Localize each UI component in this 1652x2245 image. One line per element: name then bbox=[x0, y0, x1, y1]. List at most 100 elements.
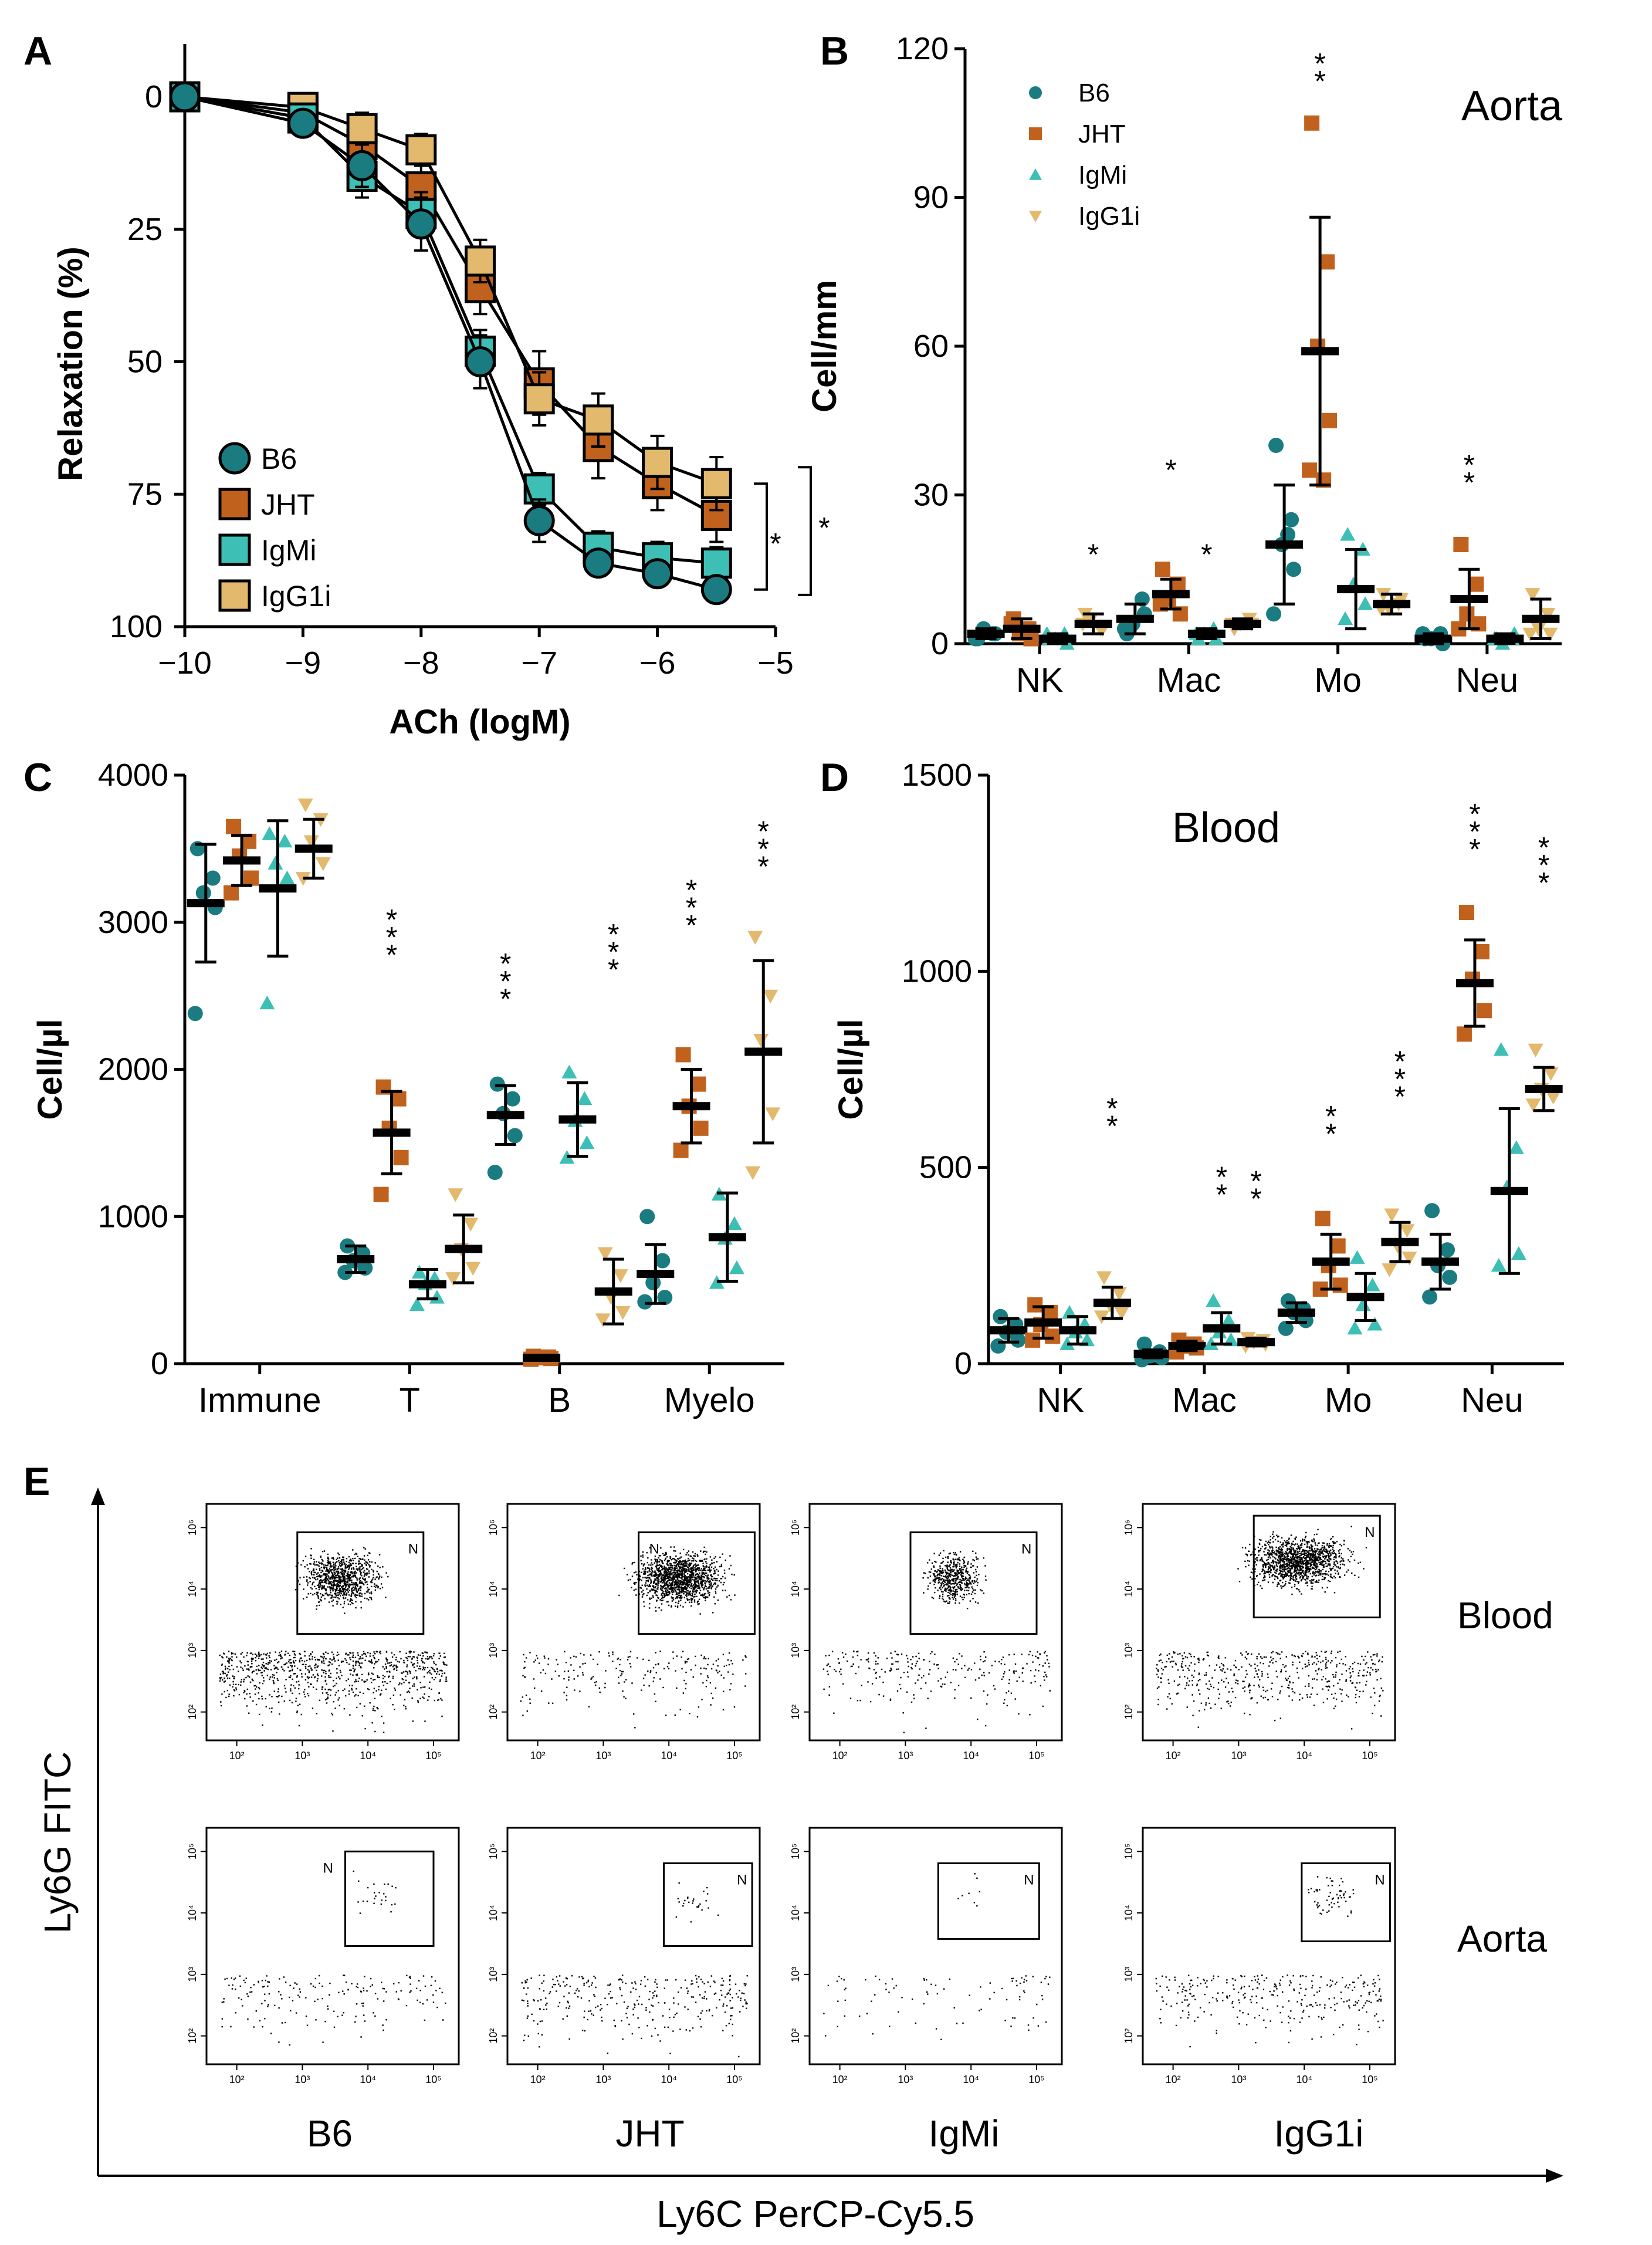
data-point-jht bbox=[226, 819, 242, 834]
data-point-b6 bbox=[187, 1006, 203, 1022]
mean-bar bbox=[1237, 1338, 1275, 1347]
facs-plot-blood-igmi: 10² 10² 10³ 10³ 10⁴ 10⁴ 10⁵ 10⁶ N bbox=[790, 1503, 1063, 1761]
y-axis-title: Cell/µl bbox=[832, 1019, 870, 1120]
mean-bar bbox=[1455, 979, 1494, 988]
facs-x-tick-label: 10² bbox=[530, 2074, 546, 2085]
significance-star: * bbox=[608, 918, 619, 951]
mean-bar bbox=[373, 1128, 411, 1137]
data-point-jht bbox=[1330, 1238, 1346, 1254]
significance-star: * bbox=[1394, 1063, 1406, 1096]
data-point-igg1i bbox=[523, 383, 555, 415]
data-point-jht bbox=[1468, 576, 1484, 592]
significance-star: * bbox=[686, 909, 697, 942]
data-point-igmi bbox=[1508, 1140, 1524, 1154]
y-tick-label: 0 bbox=[145, 79, 163, 114]
mean-bar bbox=[1038, 634, 1076, 643]
data-point-igg1i bbox=[642, 447, 673, 478]
data-point-igg1i bbox=[583, 404, 614, 436]
mean-bar bbox=[1490, 1186, 1528, 1195]
data-point-igmi bbox=[1367, 1317, 1383, 1331]
data-point-jht bbox=[224, 885, 239, 901]
facs-row-label-aorta: Aorta bbox=[1457, 1918, 1547, 1960]
facs-group-label-b6: B6 bbox=[307, 2112, 353, 2155]
chart-title: Blood bbox=[1172, 804, 1280, 851]
mean-bar bbox=[1024, 1318, 1062, 1327]
data-point-b6 bbox=[505, 1091, 520, 1107]
facs-plot-blood-igg1i: 10² 10² 10³ 10³ 10⁴ 10⁴ 10⁵ 10⁶ N bbox=[1123, 1503, 1396, 1761]
data-point-b6 bbox=[639, 1209, 655, 1225]
data-point-b6 bbox=[583, 547, 614, 579]
data-point-igg1i bbox=[1402, 1252, 1417, 1266]
data-point-jht bbox=[1302, 462, 1318, 478]
facs-y-tick-label: 10³ bbox=[1123, 1643, 1135, 1658]
panel-letter-c: C bbox=[23, 755, 52, 800]
legend-label-jht: JHT bbox=[261, 488, 315, 521]
panel-a-relaxation-chart: A 0 25 50 75 100−10 −9 −8 −7 −6 −5 ACh (logM) Relaxa… bbox=[23, 29, 830, 741]
y-axis-title: Relaxation (%) bbox=[52, 246, 90, 481]
category-label: Immune bbox=[198, 1381, 321, 1419]
y-axis-title: Cell/µl bbox=[31, 1019, 69, 1120]
data-point-igmi bbox=[1221, 1313, 1237, 1327]
data-point-jht bbox=[693, 1120, 709, 1136]
data-point-jht bbox=[1474, 944, 1489, 959]
data-point-igmi bbox=[1338, 611, 1353, 626]
facs-y-tick-label: 10⁴ bbox=[790, 1905, 801, 1921]
facs-gate-label: N bbox=[1375, 1872, 1384, 1888]
significance-star: * bbox=[1314, 47, 1325, 80]
mean-bar bbox=[1203, 1324, 1241, 1333]
facs-y-tick-label: 10⁵ bbox=[790, 1844, 801, 1859]
facs-y-tick-label: 10² bbox=[1123, 2028, 1135, 2044]
category-label: Mo bbox=[1314, 661, 1362, 699]
y-tick-label: 1000 bbox=[902, 954, 972, 989]
facs-x-tick-label: 10⁵ bbox=[726, 2074, 742, 2085]
data-point-igg1i bbox=[1525, 588, 1541, 602]
data-point-jht bbox=[1155, 562, 1170, 577]
mean-bar bbox=[1277, 1309, 1315, 1317]
y-tick-label: 75 bbox=[127, 476, 163, 512]
legend-marker-igmi bbox=[218, 533, 251, 566]
significance-star: * bbox=[1325, 1117, 1336, 1150]
y-tick-label: 90 bbox=[913, 180, 949, 215]
facs-x-tick-label: 10³ bbox=[898, 2074, 913, 2085]
data-point-igmi bbox=[1493, 1042, 1509, 1056]
legend-marker-b6 bbox=[218, 442, 251, 475]
data-point-b6 bbox=[487, 1165, 503, 1181]
mean-bar bbox=[1074, 620, 1112, 628]
facs-y-tick-label: 10² bbox=[790, 1705, 801, 1720]
category-label: B bbox=[548, 1381, 571, 1419]
data-point-jht bbox=[1025, 1332, 1041, 1348]
x-tick-label: −9 bbox=[285, 645, 321, 681]
mean-bar bbox=[744, 1047, 783, 1056]
facs-gate-label: N bbox=[1365, 1524, 1375, 1540]
facs-x-tick-label: 10⁴ bbox=[360, 1750, 376, 1761]
facs-x-tick-label: 10⁵ bbox=[726, 1750, 742, 1761]
data-point-igmi bbox=[726, 1216, 742, 1230]
significance-star: * bbox=[386, 903, 397, 936]
data-point-b6 bbox=[465, 346, 496, 377]
significance-star: * bbox=[686, 891, 697, 924]
facs-x-tick-label: 10⁵ bbox=[1028, 2074, 1044, 2085]
data-point-b6 bbox=[507, 1128, 523, 1144]
facs-gate bbox=[638, 1531, 756, 1635]
data-point-b6 bbox=[1278, 1320, 1294, 1336]
panel-letter-d: D bbox=[820, 755, 849, 800]
mean-bar bbox=[708, 1233, 746, 1242]
y-tick-label: 30 bbox=[913, 478, 949, 513]
data-point-b6 bbox=[405, 208, 437, 240]
facs-x-tick-label: 10⁴ bbox=[963, 2074, 979, 2085]
data-point-jht bbox=[1045, 1328, 1061, 1344]
facs-y-tick-label: 10⁵ bbox=[187, 1844, 198, 1859]
facs-plot-blood-jht: 10² 10² 10³ 10³ 10⁴ 10⁴ 10⁵ 10⁶ N bbox=[488, 1503, 761, 1761]
category-label: T bbox=[400, 1381, 420, 1419]
facs-x-tick-label: 10³ bbox=[294, 1750, 310, 1761]
mean-bar bbox=[1525, 1084, 1563, 1093]
y-tick-label: 60 bbox=[913, 329, 949, 364]
data-point-igg1i bbox=[405, 134, 437, 165]
data-point-igg1i bbox=[315, 857, 331, 871]
mean-bar bbox=[967, 630, 1005, 638]
significance-bracket bbox=[754, 482, 768, 591]
facs-x-tick-label: 10⁴ bbox=[1296, 2074, 1312, 2085]
facs-gate-label: N bbox=[1024, 1872, 1034, 1888]
data-point-jht bbox=[1453, 537, 1469, 552]
mean-bar bbox=[1223, 620, 1261, 628]
